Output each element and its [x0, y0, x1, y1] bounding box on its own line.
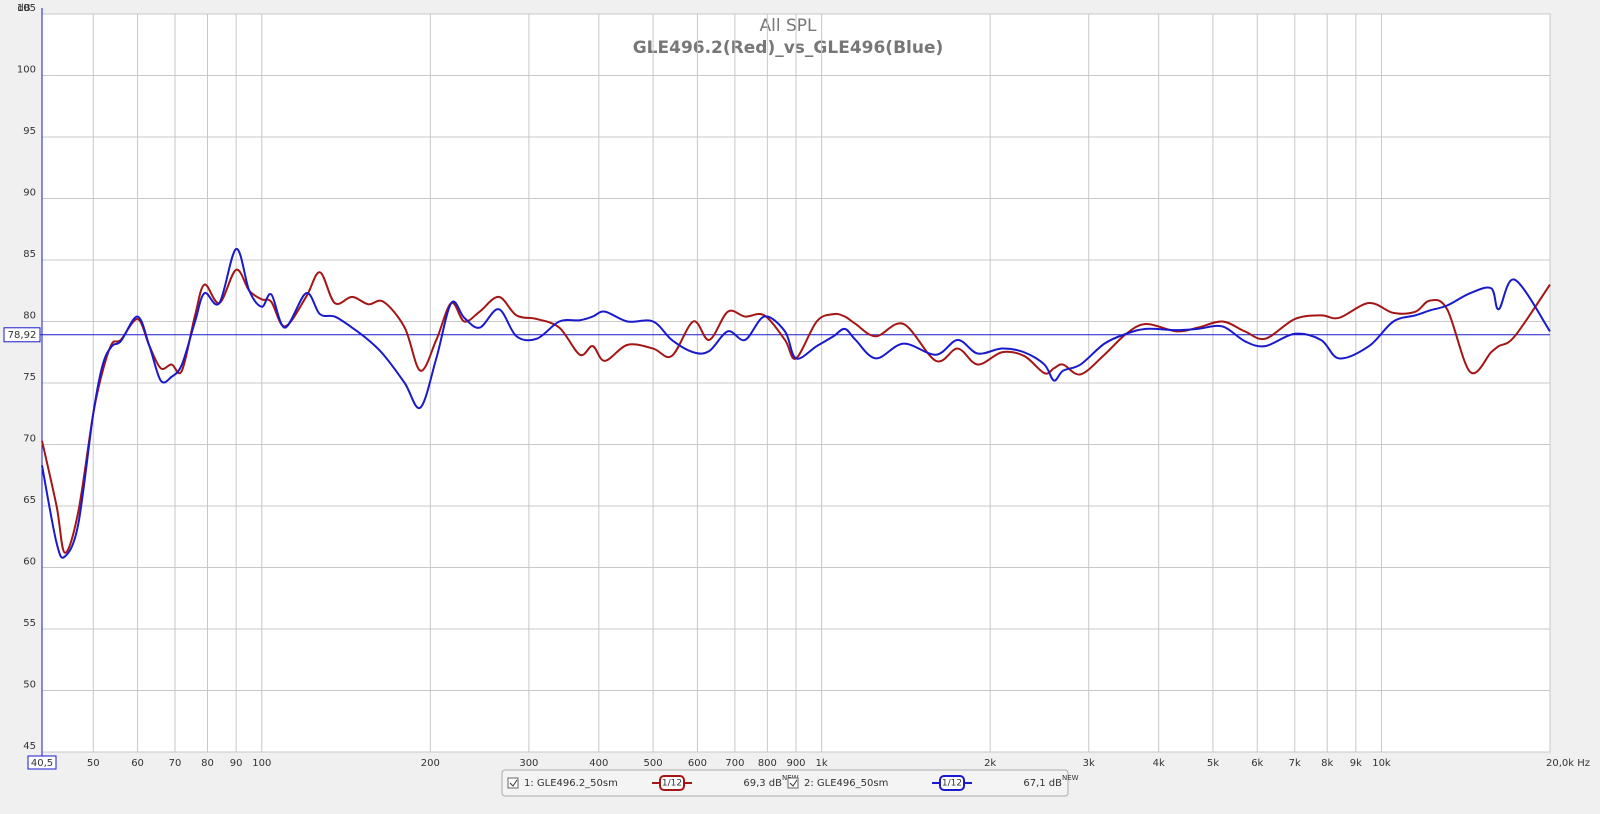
x-tick-label: 20,0k Hz	[1546, 758, 1590, 769]
y-tick-label: 90	[23, 188, 36, 199]
x-tick-label: 5k	[1207, 758, 1219, 769]
y-axis-label: dB	[17, 3, 30, 14]
x-tick-label: 7k	[1289, 758, 1301, 769]
y-tick-label: 50	[23, 680, 36, 691]
x-tick-label: 900	[786, 758, 805, 769]
y-tick-label: 75	[23, 372, 36, 383]
legend-tag: NEW	[1062, 774, 1079, 782]
y-tick-label: 45	[23, 741, 36, 752]
legend-check	[509, 779, 518, 787]
x-tick-label: 60	[131, 758, 144, 769]
x-tick-label: 2k	[984, 758, 996, 769]
x-tick-label: 70	[169, 758, 182, 769]
y-tick-label: 80	[23, 311, 36, 322]
x-tick-label: 3k	[1083, 758, 1095, 769]
x-tick-label: 700	[725, 758, 744, 769]
x-tick-label: 500	[644, 758, 663, 769]
chart-subtitle: GLE496.2(Red)_vs_GLE496(Blue)	[633, 38, 944, 58]
y-tick-label: 65	[23, 495, 36, 506]
x-tick-label: 300	[519, 758, 538, 769]
x-tick-label: 4k	[1153, 758, 1165, 769]
legend-box	[501, 769, 1069, 797]
x-tick-label: 800	[758, 758, 777, 769]
series-line	[41, 268, 1551, 554]
smoothing-label: 1/12	[662, 779, 682, 789]
cursor-box	[3, 327, 41, 343]
x-tick-label: 50	[87, 758, 100, 769]
x-tick-label: 1k	[816, 758, 828, 769]
x-tick-label: 9k	[1350, 758, 1362, 769]
x-tick-label: 10k	[1372, 758, 1391, 769]
smoothing-box	[659, 775, 685, 791]
x-tick-label: 40,5	[31, 758, 53, 769]
y-tick-label: 85	[23, 249, 36, 260]
x-tick-label: 6k	[1251, 758, 1263, 769]
cursor-label: 78,92	[8, 330, 37, 341]
x-tick-label: 8k	[1321, 758, 1333, 769]
x-tick-label: 100	[252, 758, 271, 769]
y-tick-label: 95	[23, 126, 36, 137]
y-tick-label: 70	[23, 434, 36, 445]
legend-level: 69,3 dB	[743, 778, 782, 789]
chart-title: All SPL	[760, 16, 818, 36]
legend-name: 1: GLE496.2_50sm	[524, 778, 618, 789]
x-tick-label: 200	[421, 758, 440, 769]
x-tick-label: 90	[230, 758, 243, 769]
smoothing-label: 1/12	[942, 779, 962, 789]
legend-check	[789, 779, 798, 787]
legend-level: 67,1 dB	[1023, 778, 1062, 789]
smoothing-box	[939, 775, 965, 791]
legend-checkbox[interactable]	[787, 777, 799, 789]
legend-name: 2: GLE496_50sm	[804, 778, 888, 789]
legend-checkbox[interactable]	[507, 777, 519, 789]
x-tick-label: 600	[688, 758, 707, 769]
y-tick-label: 100	[17, 65, 36, 76]
y-tick-label: 60	[23, 557, 36, 568]
y-tick-label: 105	[17, 3, 36, 14]
y-tick-label: 55	[23, 618, 36, 629]
x-tick-label: 400	[589, 758, 608, 769]
x-tick-label: 80	[201, 758, 214, 769]
series-line	[41, 247, 1551, 559]
